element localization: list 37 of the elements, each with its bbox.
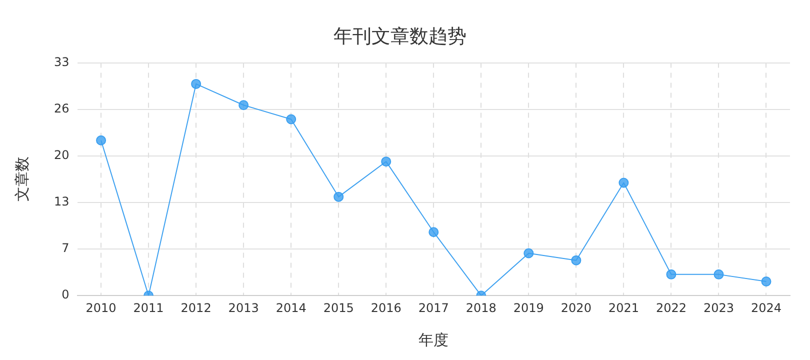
y-tick-label: 26 xyxy=(54,101,70,116)
x-tick-label: 2020 xyxy=(560,300,592,315)
point xyxy=(381,156,392,167)
x-tick-label: 2019 xyxy=(513,300,544,315)
y-tick-label: 33 xyxy=(54,54,70,69)
x-tick-label: 2023 xyxy=(703,300,734,315)
x-axis-title: 年度 xyxy=(418,330,449,349)
x-tick-label: 2012 xyxy=(180,300,212,315)
y-tick-label: 7 xyxy=(62,241,70,256)
x-tick-label: 2016 xyxy=(370,300,402,315)
x-tick-label: 2015 xyxy=(323,300,354,315)
y-tick-label: 20 xyxy=(54,148,70,162)
x-tick-label: 2022 xyxy=(656,300,686,315)
x-tick-label: 2013 xyxy=(228,300,259,315)
point xyxy=(334,192,344,202)
point xyxy=(714,269,724,280)
point xyxy=(428,227,439,238)
point xyxy=(286,114,296,124)
chart-title: 年刊文章数趋势 xyxy=(334,25,466,48)
x-tick-label: 2011 xyxy=(133,300,164,315)
point xyxy=(761,276,772,286)
point xyxy=(96,135,106,146)
point xyxy=(618,178,629,188)
x-tick-label: 2021 xyxy=(608,300,639,315)
x-tick-label: 2014 xyxy=(276,300,306,315)
point xyxy=(571,255,582,266)
x-tick-label: 2017 xyxy=(418,300,449,315)
x-tick-label: 2010 xyxy=(86,300,116,315)
point xyxy=(238,100,249,110)
x-tick-label: 2018 xyxy=(466,300,496,315)
y-axis-title: 文章数 xyxy=(12,156,31,202)
point xyxy=(524,248,534,258)
x-tick-label: 2024 xyxy=(750,300,782,315)
y-tick-label: 0 xyxy=(62,288,70,302)
y-tick-label: 13 xyxy=(54,194,70,209)
point xyxy=(666,269,676,280)
point xyxy=(191,78,202,89)
